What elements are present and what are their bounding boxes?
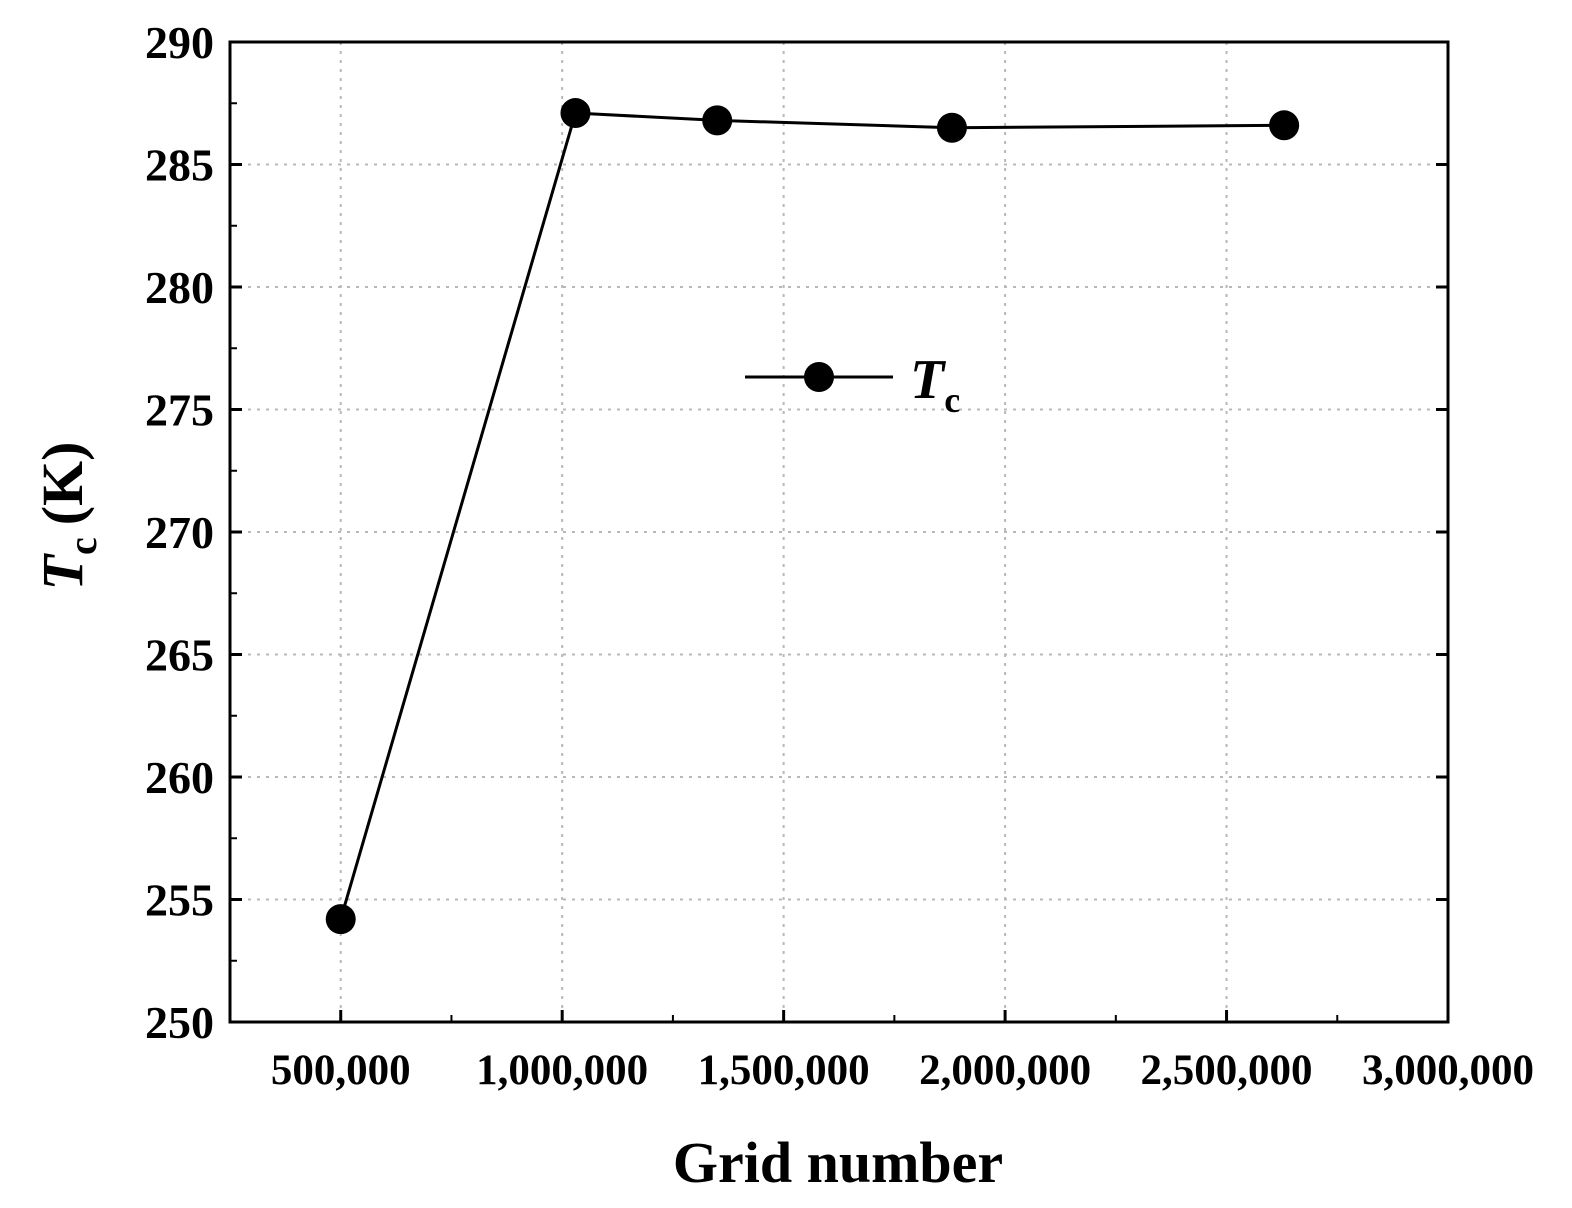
y-tick-label: 275 xyxy=(145,385,214,436)
legend-subscript: c xyxy=(944,380,960,420)
y-tick-label: 285 xyxy=(145,140,214,191)
x-tick-label: 1,000,000 xyxy=(476,1047,648,1094)
y-tick-label: 270 xyxy=(145,507,214,558)
series-line xyxy=(339,111,1285,920)
y-tick-label: 250 xyxy=(145,997,214,1048)
y-axis-symbol: T xyxy=(30,552,95,590)
x-tick-label: 2,500,000 xyxy=(1141,1047,1313,1094)
x-tick-label: 3,000,000 xyxy=(1362,1047,1534,1094)
grid-lines xyxy=(230,42,1448,1022)
y-tick-label: 255 xyxy=(145,875,214,926)
legend-label: Tc xyxy=(910,349,960,420)
x-axis-title: Grid number xyxy=(673,1130,1003,1195)
x-tick-label: 2,000,000 xyxy=(919,1047,1091,1094)
data-point xyxy=(325,904,356,935)
data-point xyxy=(560,98,591,129)
x-tick-label: 1,500,000 xyxy=(698,1047,870,1094)
y-axis-unit: (K) xyxy=(30,442,95,526)
y-axis-title: Tc (K) xyxy=(30,442,105,591)
y-tick-label: 260 xyxy=(145,752,214,803)
y-tick-label: 290 xyxy=(145,17,214,68)
data-point xyxy=(1269,110,1300,141)
y-tick-label: 280 xyxy=(145,262,214,313)
y-axis-subscript: c xyxy=(60,537,105,555)
legend-symbol: T xyxy=(910,349,947,411)
legend: Tc xyxy=(745,349,960,420)
data-point xyxy=(936,112,967,143)
legend-marker xyxy=(804,362,834,392)
axis-ticks xyxy=(230,40,1450,1024)
y-tick-label: 265 xyxy=(145,630,214,681)
x-tick-label: 500,000 xyxy=(271,1047,411,1094)
series-tc xyxy=(325,98,1300,935)
data-point xyxy=(702,105,733,136)
x-tick-labels: 500,000 1,000,000 1,500,000 2,000,000 2,500,… xyxy=(271,1047,1534,1094)
y-tick-labels: 250 255 260 265 270 275 280 285 290 xyxy=(145,17,214,1048)
